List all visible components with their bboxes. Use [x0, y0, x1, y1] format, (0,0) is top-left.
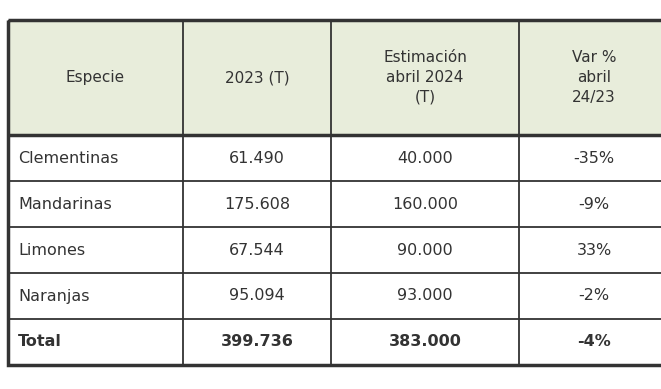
Text: Especie: Especie — [66, 70, 125, 85]
Bar — [8, 135, 661, 181]
Text: 90.000: 90.000 — [397, 242, 453, 258]
Text: 160.000: 160.000 — [392, 196, 458, 212]
Text: 175.608: 175.608 — [224, 196, 290, 212]
Bar — [8, 319, 661, 365]
Text: 93.000: 93.000 — [397, 289, 453, 303]
Text: -4%: -4% — [577, 335, 611, 349]
Bar — [8, 20, 661, 135]
Text: -9%: -9% — [578, 196, 609, 212]
Bar — [8, 227, 661, 273]
Text: 2023 (T): 2023 (T) — [225, 70, 290, 85]
Text: Mandarinas: Mandarinas — [18, 196, 112, 212]
Text: 383.000: 383.000 — [389, 335, 461, 349]
Bar — [8, 273, 661, 319]
Text: 33%: 33% — [576, 242, 611, 258]
Text: 399.736: 399.736 — [221, 335, 293, 349]
Text: Naranjas: Naranjas — [18, 289, 89, 303]
Text: -2%: -2% — [578, 289, 609, 303]
Text: Estimación
abril 2024
(T): Estimación abril 2024 (T) — [383, 50, 467, 105]
Text: 95.094: 95.094 — [229, 289, 285, 303]
Text: 40.000: 40.000 — [397, 151, 453, 165]
Text: -35%: -35% — [574, 151, 615, 165]
Text: Clementinas: Clementinas — [18, 151, 118, 165]
Bar — [8, 181, 661, 227]
Text: Limones: Limones — [18, 242, 85, 258]
Text: 61.490: 61.490 — [229, 151, 285, 165]
Text: 67.544: 67.544 — [229, 242, 285, 258]
Bar — [8, 20, 661, 365]
Text: Var %
abril
24/23: Var % abril 24/23 — [572, 50, 616, 105]
Text: Total: Total — [18, 335, 62, 349]
